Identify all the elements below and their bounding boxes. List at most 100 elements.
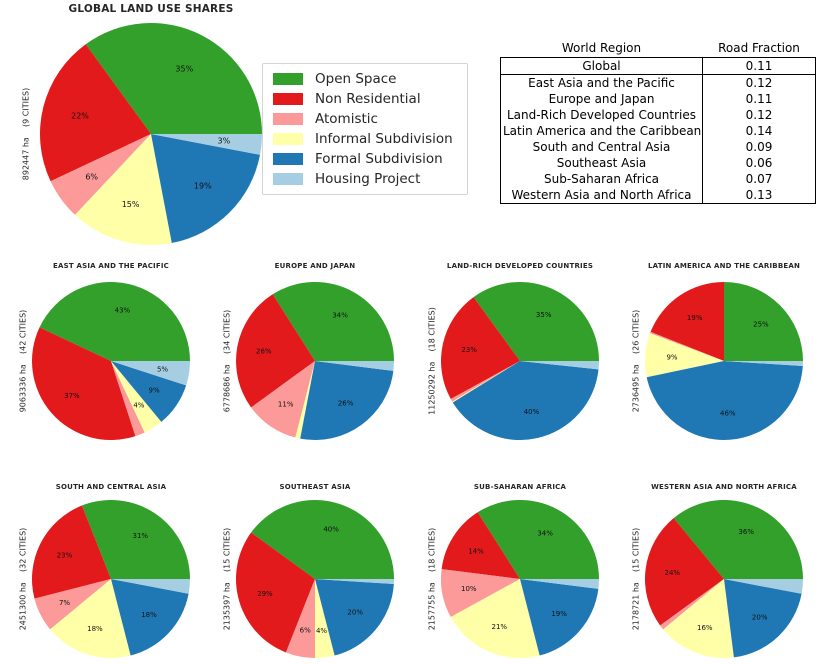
pie-ylabel: 6778686 ha (34 CITIES)	[222, 309, 232, 413]
pie-slice-atomistic	[111, 361, 145, 437]
pie-chart-svg: 40% 29% 6% 4% 20%	[236, 500, 394, 658]
pie-percent-label: 36%	[738, 528, 754, 536]
road-fraction-table: World Region Road Fraction Global 0.11 Eas…	[500, 40, 816, 204]
pie-percent-label: 16%	[697, 624, 713, 632]
pie-percent-label: 43%	[115, 306, 131, 314]
pie-percent-label: 4%	[316, 627, 327, 635]
cell-world-region: Sub-Saharan Africa	[500, 170, 703, 187]
pie-percent-label: 26%	[338, 400, 354, 408]
pie-south-and-central-asia: SOUTH AND CENTRAL ASIA 2451300 ha (32 CI…	[19, 483, 190, 658]
pie-slice-informal-subdivision	[111, 361, 162, 433]
legend-label: Formal Subdivision	[315, 151, 443, 167]
pie-slice-housing-project	[520, 361, 599, 370]
pie-percent-label: 7%	[59, 599, 70, 607]
pie-slice-formal-subdivision	[111, 361, 187, 422]
table-row: South and Central Asia 0.09	[500, 138, 816, 155]
table-header-road-fraction: Road Fraction	[718, 41, 800, 56]
pie-title: SOUTHEAST ASIA	[279, 483, 351, 491]
cell-road-fraction: 0.06	[745, 155, 773, 170]
cell-road-fraction: 0.11	[702, 57, 816, 75]
pie-percent-label: 9%	[666, 353, 677, 361]
pie-title: LATIN AMERICA AND THE CARIBBEAN	[647, 262, 801, 270]
pie-percent-label: 19%	[551, 610, 567, 618]
table-header-world-region: World Region	[561, 41, 642, 56]
pie-percent-label: 3%	[218, 137, 231, 146]
pie-slice-formal-subdivision	[315, 579, 394, 656]
pie-ylabel: 2736495 ha (26 CITIES)	[631, 309, 641, 413]
pie-percent-label: 23%	[461, 346, 477, 354]
pie-land-rich-developed-countries: LAND-RICH DEVELOPED COUNTRIES 11250292 h…	[428, 262, 599, 440]
pie-slice-formal-subdivision	[452, 361, 599, 440]
pie-percent-label: 40%	[323, 526, 339, 534]
pie-western-asia-and-north-africa: WESTERN ASIA AND NORTH AFRICA 2178721 ha…	[632, 483, 803, 658]
pie-slice-informal-subdivision	[75, 134, 172, 245]
pie-europe-and-japan: EUROPE AND JAPAN 6778686 ha (34 CITIES) …	[223, 262, 394, 440]
pie-slice-informal-subdivision	[315, 579, 335, 658]
pie-chart-svg: 34% 14% 10% 21% 19%	[441, 500, 599, 658]
pie-title: SUB-SAHARAN AFRICA	[473, 483, 567, 491]
pie-slice-formal-subdivision	[111, 579, 189, 656]
pie-ylabel: 2451300 ha (32 CITIES)	[18, 527, 28, 631]
pie-slice-open-space	[251, 500, 394, 579]
table-row: Southeast Asia 0.06	[500, 154, 816, 171]
pie-percent-label: 46%	[720, 409, 736, 417]
pie-chart-svg: 34% 26% 11% 26%	[236, 282, 394, 440]
legend-label: Non Residential	[315, 91, 421, 107]
legend-swatch-icon	[273, 173, 303, 185]
pie-slice-atomistic	[50, 134, 152, 215]
pie-latin-america-and-the-caribbean: LATIN AMERICA AND THE CARIBBEAN 2736495 …	[632, 262, 803, 440]
pie-percent-label: 40%	[524, 408, 540, 416]
pie-percent-label: 37%	[64, 392, 80, 400]
pie-slice-non-residential	[645, 518, 724, 626]
pie-chart-svg: 35% 22% 6% 15% 19% 3%	[40, 23, 262, 245]
pie-percent-label: 35%	[536, 311, 552, 319]
pie-percent-label: 22%	[71, 111, 89, 120]
cell-road-fraction: 0.12	[745, 75, 773, 90]
pie-slice-formal-subdivision	[520, 579, 599, 656]
pie-slice-open-space	[724, 282, 803, 361]
table-row: Western Asia and North Africa 0.13	[500, 186, 816, 203]
pie-ylabel: 2157755 ha (18 CITIES)	[427, 527, 437, 631]
pie-slice-atomistic	[285, 579, 315, 658]
legend: Open Space Non Residential Atomistic Inf…	[262, 63, 468, 195]
pie-title: GLOBAL LAND USE SHARES	[68, 3, 234, 15]
pie-slice-informal-subdivision	[450, 579, 540, 658]
table-row: East Asia and the Pacific 0.12	[500, 74, 816, 91]
pie-sub-saharan-africa: SUB-SAHARAN AFRICA 2157755 ha (18 CITIES…	[428, 483, 599, 658]
pie-slice-open-space	[272, 282, 394, 361]
pie-slice-atomistic	[450, 361, 520, 402]
pie-slice-non-residential	[441, 297, 520, 400]
pie-percent-label: 20%	[752, 613, 768, 621]
table-row: Latin America and the Caribbean 0.14	[500, 122, 816, 139]
pie-percent-label: 19%	[687, 314, 703, 322]
pie-percent-label: 26%	[256, 348, 272, 356]
table-row: Europe and Japan 0.11	[500, 90, 816, 107]
pie-slice-non-residential	[32, 327, 136, 440]
pie-slice-housing-project	[724, 361, 803, 366]
legend-label: Informal Subdivision	[315, 131, 453, 147]
pie-percent-label: 11%	[278, 400, 294, 408]
legend-swatch-icon	[273, 113, 303, 125]
legend-item-atomistic: Atomistic	[273, 111, 457, 127]
pie-slice-atomistic	[650, 331, 724, 361]
pie-percent-label: 20%	[347, 609, 363, 617]
cell-world-region: Latin America and the Caribbean	[500, 122, 703, 139]
pie-slice-informal-subdivision	[452, 361, 520, 403]
cell-road-fraction: 0.09	[745, 139, 773, 154]
pie-percent-label: 21%	[492, 623, 508, 631]
pie-percent-label: 23%	[57, 552, 73, 560]
legend-swatch-icon	[273, 133, 303, 145]
pie-percent-label: 29%	[257, 590, 273, 598]
pie-east-asia-and-the-pacific: EAST ASIA AND THE PACIFIC 9063336 ha (42…	[19, 262, 190, 440]
pie-slice-non-residential	[650, 282, 724, 361]
table-row: Sub-Saharan Africa 0.07	[500, 170, 816, 187]
pie-ylabel: 11250292 ha (18 CITIES)	[427, 307, 437, 415]
legend-swatch-icon	[273, 93, 303, 105]
pie-chart-svg: 35% 23% 40%	[441, 282, 599, 440]
pie-slice-open-space	[477, 500, 599, 579]
pie-slice-atomistic	[441, 569, 520, 618]
legend-item-non-residential: Non Residential	[273, 91, 457, 107]
pie-chart-svg: 36% 24% 16% 20%	[645, 500, 803, 658]
pie-chart-svg: 43% 37% 4% 9% 5%	[32, 282, 190, 440]
